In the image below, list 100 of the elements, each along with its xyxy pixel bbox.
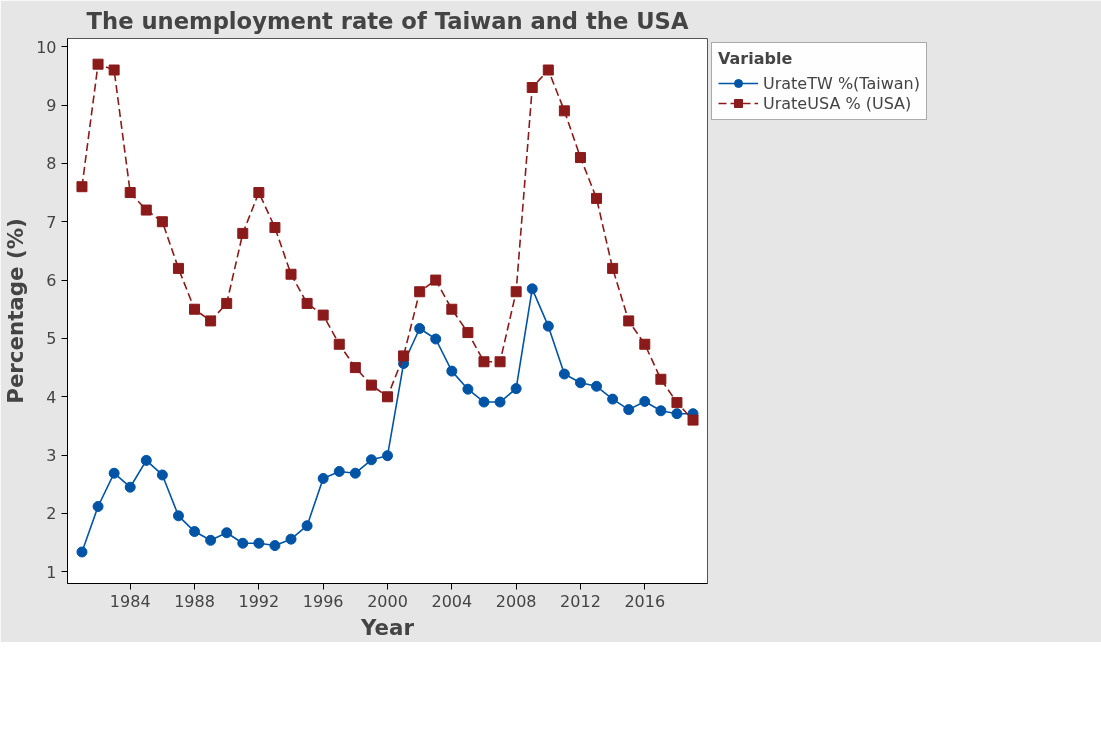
x-tick-label: 1984 xyxy=(109,591,151,611)
point xyxy=(430,333,442,345)
point xyxy=(76,546,88,558)
point xyxy=(639,338,651,350)
point xyxy=(655,405,667,417)
point xyxy=(398,350,410,362)
point xyxy=(687,414,699,426)
point xyxy=(542,320,554,332)
point xyxy=(446,303,458,315)
point xyxy=(349,467,361,479)
point xyxy=(607,393,619,405)
point xyxy=(542,64,554,76)
point xyxy=(591,192,603,204)
point xyxy=(574,152,586,164)
point xyxy=(382,450,393,462)
point xyxy=(526,283,538,295)
point xyxy=(317,472,329,484)
legend-label: UrateTW %(Taiwan) xyxy=(763,73,920,93)
chart-title: The unemployment rate of Taiwan and the USA xyxy=(86,7,689,34)
point xyxy=(333,338,345,350)
point xyxy=(414,286,426,298)
point xyxy=(382,391,393,403)
point xyxy=(494,356,506,368)
point xyxy=(172,510,184,522)
y-tick-label: 1 xyxy=(46,562,57,582)
point xyxy=(510,286,522,298)
point xyxy=(623,315,635,327)
y-tick-label: 10 xyxy=(36,37,57,57)
point xyxy=(205,315,217,327)
point xyxy=(478,396,490,408)
point xyxy=(365,454,377,466)
x-tick-label: 2000 xyxy=(367,591,408,611)
point xyxy=(333,465,345,477)
point xyxy=(92,500,104,512)
point xyxy=(108,467,120,479)
y-axis-title: Percentage (%) xyxy=(3,218,29,404)
point xyxy=(156,216,168,228)
point xyxy=(414,323,426,334)
point xyxy=(76,181,88,193)
y-tick-label: 5 xyxy=(46,329,57,349)
point xyxy=(446,365,458,377)
y-tick-label: 2 xyxy=(46,504,57,524)
point xyxy=(430,274,442,286)
point xyxy=(172,262,184,274)
point xyxy=(301,520,313,532)
x-tick-label: 1996 xyxy=(302,591,344,611)
point xyxy=(639,395,651,407)
point xyxy=(108,64,120,76)
point xyxy=(301,297,313,309)
point xyxy=(140,204,152,216)
point xyxy=(478,356,490,368)
point xyxy=(574,377,586,389)
point xyxy=(269,222,281,234)
point xyxy=(671,408,683,420)
point xyxy=(205,534,217,546)
point xyxy=(510,383,522,395)
x-tick-label: 2004 xyxy=(431,591,473,611)
x-tick-label: 2008 xyxy=(495,591,537,611)
point xyxy=(591,380,603,392)
point xyxy=(607,262,619,274)
x-tick-label: 1992 xyxy=(238,591,280,611)
y-tick-label: 7 xyxy=(46,212,57,232)
point xyxy=(237,227,249,239)
point xyxy=(494,396,506,408)
point xyxy=(365,379,377,391)
x-tick-label: 2016 xyxy=(624,591,666,611)
point xyxy=(124,187,136,199)
point xyxy=(349,362,361,374)
point xyxy=(317,309,329,321)
point xyxy=(156,469,168,481)
point xyxy=(462,383,474,395)
legend-title: Variable xyxy=(718,49,794,68)
point xyxy=(558,105,570,117)
point xyxy=(253,537,265,549)
legend-label: UrateUSA % (USA) xyxy=(763,93,912,113)
point xyxy=(269,540,281,552)
point xyxy=(221,297,233,309)
x-axis-title: Year xyxy=(360,614,415,640)
y-tick-label: 4 xyxy=(46,387,57,407)
point xyxy=(558,368,570,380)
point xyxy=(285,533,297,545)
point xyxy=(189,303,201,315)
point xyxy=(237,537,249,549)
point xyxy=(655,373,667,385)
point xyxy=(623,404,635,416)
point xyxy=(526,82,538,94)
point xyxy=(92,58,104,70)
x-tick-label: 1988 xyxy=(174,591,215,611)
point xyxy=(253,187,265,199)
y-tick-label: 8 xyxy=(46,154,57,174)
point xyxy=(189,526,201,538)
point xyxy=(671,397,683,409)
y-tick-label: 3 xyxy=(46,446,57,466)
point xyxy=(221,527,233,539)
point xyxy=(124,481,136,493)
y-tick-label: 6 xyxy=(46,271,57,291)
x-tick-label: 2012 xyxy=(560,591,601,611)
point xyxy=(285,268,297,280)
point xyxy=(140,454,152,466)
y-tick-label: 9 xyxy=(46,96,57,116)
